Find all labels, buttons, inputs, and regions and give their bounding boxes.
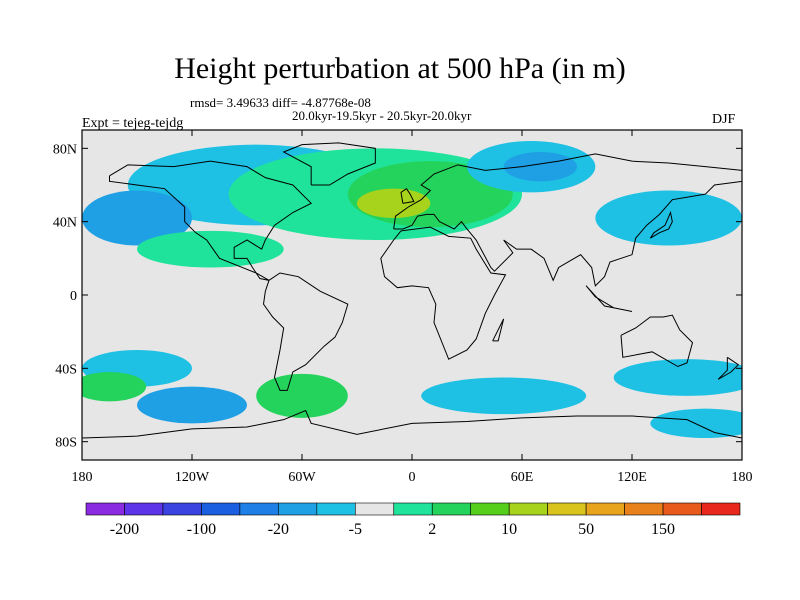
colorbar-swatch [624,502,664,516]
coastline [262,272,349,391]
colorbar-swatch [201,502,241,516]
coastline [585,285,633,312]
colorbar-label: -5 [349,521,362,538]
colorbar-swatch [85,502,125,516]
colorbar-swatch [354,502,395,516]
x-tick-label: 0 [409,470,416,485]
x-tick-label: 180 [72,470,93,485]
contour-region [503,152,577,182]
colorbar-swatch [239,502,279,516]
y-tick-label: 80S [55,436,77,451]
contour-region [613,359,742,396]
x-tick-label: 60W [288,470,316,485]
coastline [393,153,742,287]
colorbar-label: 50 [578,521,594,538]
coastline [717,356,740,380]
y-tick-label: 0 [70,289,77,304]
colorbar-swatch [508,502,548,516]
coastline [380,226,507,360]
x-tick-label: 120E [617,470,647,485]
colorbar-label: -200 [110,521,139,538]
colorbar-swatch [547,502,587,516]
colorbar-swatch [393,502,433,516]
y-tick-label: 40N [53,216,77,231]
contour-region [256,373,348,418]
colorbar-label: 150 [651,521,675,538]
x-tick-label: 180 [732,470,753,485]
period-text: 20.0kyr-19.5kyr - 20.5kyr-20.0kyr [292,108,472,123]
contour-region [137,386,247,424]
contour-region [421,377,587,415]
chart-title: Height perturbation at 500 hPa (in m) [174,52,626,85]
contour-region [357,188,431,218]
coastline [400,187,415,204]
colorbar-swatch [701,502,741,516]
coastline [620,314,694,368]
coastline [492,318,505,342]
colorbar-swatch [470,502,510,516]
experiment-label: Expt = tejeg-tejdg [82,116,184,131]
x-tick-label: 120W [175,470,210,485]
coastline [282,142,376,186]
colorbar-swatch [316,502,356,516]
colorbar-swatch [162,502,202,516]
colorbar-label: 2 [428,521,436,538]
contour-region [82,372,147,402]
contour-region [650,408,742,438]
colorbar-swatch [662,502,702,516]
coastlines [82,142,742,439]
colorbar-label: -20 [268,521,289,538]
colorbar-swatch [124,502,164,516]
colorbar-label: -100 [187,521,216,538]
contour-region [82,190,192,246]
y-tick-label: 80N [53,142,77,157]
coastline [109,160,313,281]
colorbar-swatch [278,502,318,516]
colorbar-label: 10 [501,521,517,538]
coastline [82,409,742,439]
season-label: DJF [712,112,736,127]
colorbar-swatch [585,502,625,516]
coastline [649,210,673,239]
colorbar-swatch [431,502,472,516]
x-tick-label: 60E [511,470,534,485]
stats-text: rmsd= 3.49633 diff= -4.87768e-08 [190,95,371,110]
y-tick-label: 40S [55,362,77,377]
